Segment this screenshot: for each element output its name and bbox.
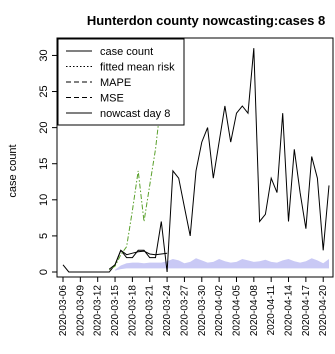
x-tick-label: 2020-03-24 xyxy=(162,285,173,337)
legend-label: fitted mean risk xyxy=(100,62,175,74)
x-tick-label: 2020-03-27 xyxy=(179,285,190,337)
legend-label: MSE xyxy=(100,93,124,105)
x-tick-label: 2020-04-08 xyxy=(249,285,260,337)
x-tick-label: 2020-03-06 xyxy=(58,285,69,337)
x-tick-label: 2020-04-14 xyxy=(284,285,295,337)
plot-frame xyxy=(56,37,334,278)
y-tick-label: 15 xyxy=(38,158,50,170)
x-tick-label: 2020-03-12 xyxy=(93,285,104,337)
x-tick-label: 2020-04-02 xyxy=(214,285,225,337)
legend: case count fitted mean risk MAPE MSE nowcast… xyxy=(57,38,185,126)
uncertainty-band xyxy=(115,258,329,271)
y-tick-label: 30 xyxy=(38,49,50,61)
x-tick-label: 2020-04-20 xyxy=(318,285,329,337)
plot-content xyxy=(62,38,330,273)
y-tick-label: 5 xyxy=(38,233,50,239)
series-line-1 xyxy=(109,38,168,271)
y-tick-label: 0 xyxy=(38,269,50,275)
x-tick-label: 2020-04-11 xyxy=(266,285,277,336)
plot-area: 0 5 10 15 20 25 30 2020-03-06 2020-03-09 2020-03-… xyxy=(38,37,334,337)
chart-title: Hunterdon county nowcasting:cases 8 xyxy=(87,13,325,28)
series-line-2 xyxy=(108,249,168,270)
legend-label: case count xyxy=(100,46,153,58)
x-tick-label: 2020-04-05 xyxy=(231,285,242,337)
y-tick-label: 25 xyxy=(38,85,50,97)
x-tick-label: 2020-04-17 xyxy=(301,285,312,337)
series-line-0 xyxy=(62,48,330,273)
x-tick-label: 2020-03-18 xyxy=(127,285,138,337)
legend-label: MAPE xyxy=(100,77,131,89)
y-axis-label: case count xyxy=(7,144,19,197)
y-tick-label: 20 xyxy=(38,122,50,134)
x-tick-label: 2020-03-15 xyxy=(110,285,121,337)
x-tick-label: 2020-03-30 xyxy=(197,285,208,337)
y-tick-label: 10 xyxy=(38,194,50,206)
x-tick-label: 2020-03-21 xyxy=(145,285,156,337)
legend-label: nowcast day 8 xyxy=(100,108,170,120)
x-tick-label: 2020-03-09 xyxy=(75,285,86,337)
